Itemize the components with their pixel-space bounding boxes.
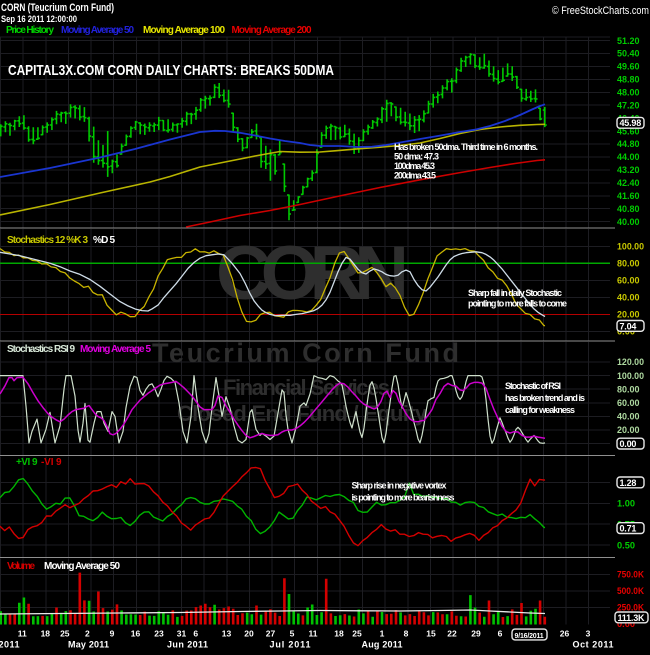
svg-text:Volume: Volume [7, 561, 35, 572]
svg-text:44.00: 44.00 [617, 152, 640, 162]
svg-text:6: 6 [498, 629, 503, 639]
svg-text:51.20: 51.20 [617, 36, 640, 46]
svg-text:Teucrium Corn Fund: Teucrium Corn Fund [152, 338, 459, 368]
svg-text:29: 29 [471, 629, 481, 639]
svg-text:22: 22 [447, 629, 457, 639]
svg-text:13: 13 [222, 629, 232, 639]
svg-text:Jun 2011: Jun 2011 [167, 640, 208, 650]
svg-text:16: 16 [131, 629, 141, 639]
svg-text:3: 3 [586, 629, 591, 639]
svg-text:© FreeStockCharts.com: © FreeStockCharts.com [552, 5, 649, 17]
svg-text:250.0K: 250.0K [617, 603, 644, 613]
svg-text:Moving Average 200: Moving Average 200 [232, 25, 312, 36]
svg-text:27: 27 [266, 629, 276, 639]
svg-text:11: 11 [309, 629, 318, 639]
svg-text:18: 18 [41, 629, 51, 639]
svg-text:Has broken 50dma. Third time i: Has broken 50dma. Third time in 6 months… [394, 142, 538, 152]
svg-text:47.20: 47.20 [617, 101, 640, 111]
svg-text:9: 9 [110, 629, 115, 639]
svg-text:has broken trend and is: has broken trend and is [505, 393, 585, 403]
svg-text:is pointing to more bearishnes: is pointing to more bearishness [352, 493, 455, 503]
svg-text:Financial Services: Financial Services [223, 375, 390, 400]
svg-text:50.40: 50.40 [617, 49, 640, 59]
svg-text:31: 31 [177, 629, 187, 639]
svg-text:60.00: 60.00 [617, 398, 640, 408]
svg-text:15: 15 [426, 629, 436, 639]
svg-text:CAPITAL3X.COM CORN DAILY CHART: CAPITAL3X.COM CORN DAILY CHARTS: BREAKS … [8, 62, 334, 79]
svg-text:0.00: 0.00 [620, 439, 637, 449]
svg-text:20: 20 [244, 629, 254, 639]
svg-text:1.28: 1.28 [620, 478, 637, 488]
svg-text:Oct 2011: Oct 2011 [573, 640, 614, 650]
svg-text:50 dma: 47.3: 50 dma: 47.3 [394, 152, 439, 162]
svg-text:60.00: 60.00 [617, 276, 640, 286]
svg-text:9/16/2011: 9/16/2011 [515, 633, 544, 640]
svg-text:CORN (Teucrium Corn Fund): CORN (Teucrium Corn Fund) [1, 2, 114, 14]
svg-text:200dma 43.5: 200dma 43.5 [394, 171, 436, 181]
svg-text:Aug 2011: Aug 2011 [362, 640, 403, 650]
svg-text:80.00: 80.00 [617, 384, 640, 394]
svg-text:-VI 9: -VI 9 [41, 457, 62, 468]
svg-text:750.0K: 750.0K [617, 570, 644, 580]
svg-text:500.0K: 500.0K [617, 586, 644, 596]
svg-text:2011: 2011 [0, 640, 20, 650]
svg-text:42.40: 42.40 [617, 178, 640, 188]
svg-text:Jul 2011: Jul 2011 [270, 640, 311, 650]
svg-text:Stochastics 12 %K 3: Stochastics 12 %K 3 [7, 235, 88, 246]
svg-text:Sharp fall in daily Stochastic: Sharp fall in daily Stochastic [468, 288, 562, 298]
svg-text:6: 6 [193, 629, 198, 639]
svg-text:26: 26 [560, 629, 570, 639]
svg-text:7.04: 7.04 [620, 321, 637, 331]
svg-text:Moving Average 50: Moving Average 50 [44, 561, 120, 572]
svg-text:100.00: 100.00 [617, 242, 644, 252]
svg-text:CORN: CORN [216, 231, 409, 316]
svg-text:20.00: 20.00 [617, 425, 640, 435]
svg-text:0.50: 0.50 [617, 540, 635, 550]
svg-text:5: 5 [290, 629, 295, 639]
svg-text:Moving Average 5: Moving Average 5 [80, 344, 151, 355]
svg-text:11: 11 [18, 629, 27, 639]
svg-text:Stochastics RSI 9: Stochastics RSI 9 [7, 344, 75, 355]
svg-text:111.3K: 111.3K [618, 613, 646, 623]
svg-text:1: 1 [380, 629, 385, 639]
svg-text:43.20: 43.20 [617, 165, 640, 175]
svg-text:45.60: 45.60 [617, 126, 640, 136]
svg-text:100.00: 100.00 [617, 371, 644, 381]
svg-text:pointing to more falls to come: pointing to more falls to come [468, 299, 567, 309]
svg-text:18: 18 [334, 629, 344, 639]
svg-text:%D 5: %D 5 [93, 235, 115, 246]
svg-text:40.00: 40.00 [617, 412, 640, 422]
svg-text:41.60: 41.60 [617, 191, 640, 201]
svg-text:1.00: 1.00 [617, 499, 635, 509]
svg-text:48.80: 48.80 [617, 75, 640, 85]
svg-text:Moving Average 50: Moving Average 50 [61, 25, 134, 36]
svg-text:May 2011: May 2011 [68, 640, 109, 650]
svg-text:120.00: 120.00 [617, 357, 644, 367]
svg-text:20.00: 20.00 [617, 310, 640, 320]
svg-text:Closed End Fund / Equity: Closed End Fund / Equity [177, 401, 428, 426]
svg-text:40.00: 40.00 [617, 293, 640, 303]
svg-text:48.00: 48.00 [617, 88, 640, 98]
svg-text:100dma 45.3: 100dma 45.3 [394, 161, 435, 171]
svg-text:45.98: 45.98 [620, 118, 642, 128]
svg-text:Price History: Price History [6, 25, 54, 36]
svg-text:Sharp rise in negative vortex: Sharp rise in negative vortex [352, 481, 447, 491]
svg-text:49.60: 49.60 [617, 62, 640, 72]
svg-text:80.00: 80.00 [617, 259, 640, 269]
svg-text:2: 2 [85, 629, 90, 639]
svg-text:40.00: 40.00 [617, 217, 640, 227]
svg-text:Stochastic of RSI: Stochastic of RSI [505, 381, 561, 391]
svg-text:0.71: 0.71 [620, 524, 637, 534]
svg-text:calling for weakness: calling for weakness [505, 405, 575, 415]
svg-text:8: 8 [404, 629, 409, 639]
svg-text:25: 25 [60, 629, 70, 639]
svg-text:Moving Average 100: Moving Average 100 [143, 25, 225, 36]
svg-text:40.80: 40.80 [617, 204, 640, 214]
svg-text:+VI 9: +VI 9 [16, 457, 38, 468]
svg-text:25: 25 [352, 629, 362, 639]
svg-text:Sep 16 2011 12:00:00: Sep 16 2011 12:00:00 [1, 14, 77, 24]
svg-text:44.80: 44.80 [617, 139, 640, 149]
svg-text:23: 23 [154, 629, 164, 639]
svg-text:0.00: 0.00 [617, 619, 635, 629]
